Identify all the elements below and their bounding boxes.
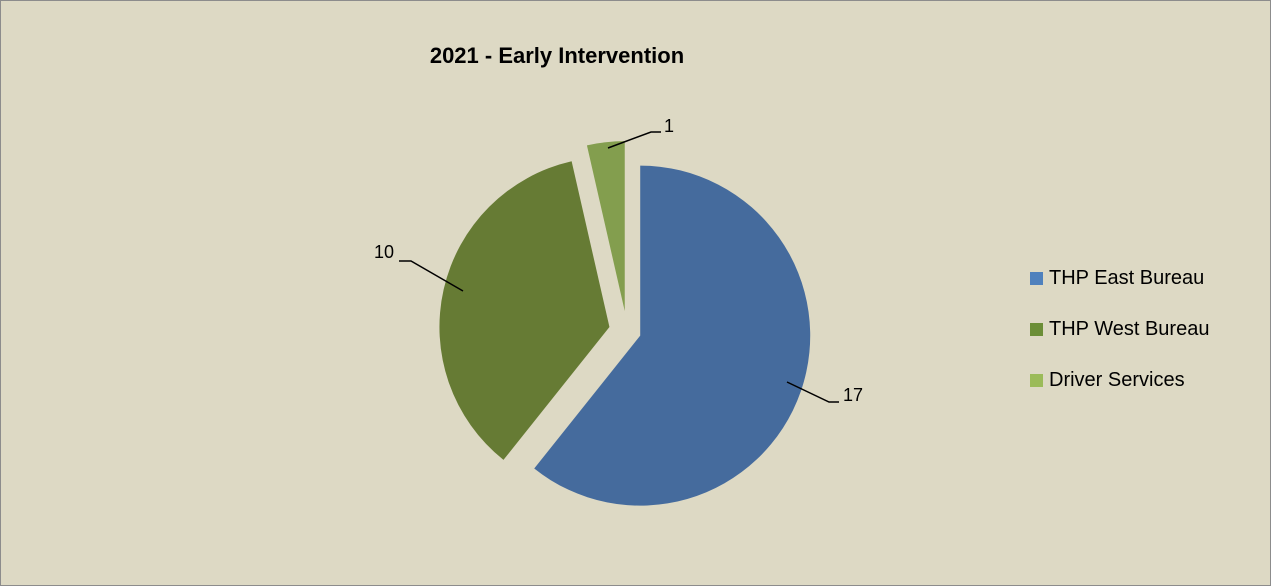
- pie-slices: [439, 141, 811, 506]
- chart-title: 2021 - Early Intervention: [429, 43, 685, 68]
- pie-slice-driver: [586, 141, 625, 312]
- data-labels: 17 10 1: [374, 116, 863, 405]
- legend-item-west: THP West Bureau: [1030, 316, 1209, 342]
- leader-line-driver: [607, 131, 661, 149]
- chart-legend: THP East Bureau THP West Bureau Driver S…: [1030, 265, 1209, 418]
- legend-swatch-east: [1030, 271, 1043, 285]
- legend-label-west: THP West Bureau: [1049, 317, 1210, 340]
- legend-label-east: THP East Bureau: [1049, 266, 1205, 289]
- legend-swatch-west: [1030, 322, 1043, 336]
- pie-slice-east: [534, 165, 811, 506]
- data-label-west: 10: [374, 242, 394, 262]
- legend-item-driver: Driver Services: [1030, 367, 1209, 393]
- legend-label-driver: Driver Services: [1049, 368, 1185, 391]
- legend-item-east: THP East Bureau: [1030, 265, 1209, 291]
- data-label-driver: 1: [664, 116, 674, 136]
- leader-lines: [399, 131, 839, 403]
- legend-swatch-driver: [1030, 373, 1043, 387]
- leader-line-west: [399, 260, 464, 292]
- pie-slice-west: [439, 161, 610, 460]
- leader-line-east: [786, 381, 839, 403]
- data-label-east: 17: [843, 385, 863, 405]
